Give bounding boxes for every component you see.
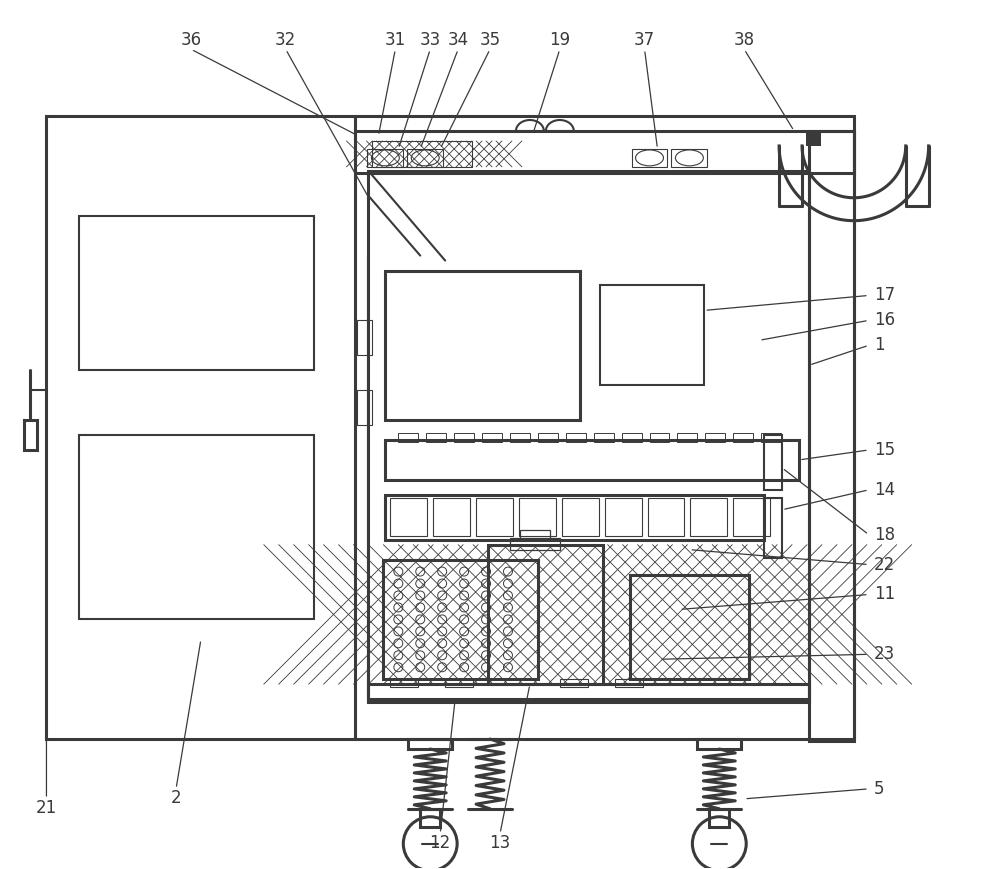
Bar [385, 440, 799, 480]
Bar [566, 433, 586, 442]
Text: 2: 2 [171, 789, 181, 806]
Bar [519, 498, 556, 535]
Text: 13: 13 [489, 833, 511, 852]
Bar [733, 433, 753, 442]
Bar [372, 141, 472, 167]
Bar [562, 498, 599, 535]
Bar [605, 498, 642, 535]
Bar [648, 498, 684, 535]
Bar [426, 433, 446, 442]
Bar [622, 433, 642, 442]
Bar [510, 538, 560, 549]
Bar [538, 433, 558, 442]
Bar [764, 435, 782, 490]
Bar [709, 809, 729, 826]
Text: 21: 21 [36, 799, 57, 817]
Bar [390, 498, 427, 535]
Text: 17: 17 [874, 287, 895, 304]
Bar [385, 270, 580, 420]
Text: 37: 37 [634, 31, 655, 50]
Bar [488, 545, 603, 684]
Text: 33: 33 [420, 31, 441, 50]
Bar [594, 433, 614, 442]
Bar [454, 433, 474, 442]
Bar [600, 286, 704, 385]
Bar [357, 321, 372, 355]
Bar [79, 435, 314, 620]
Text: 36: 36 [180, 31, 202, 50]
Bar [368, 171, 809, 700]
Bar [705, 433, 725, 442]
Bar [46, 116, 854, 739]
Bar [355, 131, 854, 173]
Bar [476, 498, 513, 535]
Text: 23: 23 [874, 646, 895, 663]
Text: 22: 22 [874, 555, 895, 574]
Bar [367, 149, 403, 167]
Bar [408, 739, 452, 749]
Bar [615, 680, 643, 687]
Text: 16: 16 [874, 311, 895, 329]
Bar [630, 574, 749, 680]
Bar [372, 141, 472, 167]
Text: 19: 19 [549, 31, 570, 50]
Bar [357, 390, 372, 425]
Bar [510, 433, 530, 442]
Bar [809, 131, 854, 741]
Bar [677, 433, 697, 442]
Text: 5: 5 [874, 779, 884, 798]
Text: 12: 12 [430, 833, 451, 852]
Bar [764, 498, 782, 558]
Bar [671, 149, 707, 167]
Bar [368, 684, 809, 702]
Text: 18: 18 [874, 526, 895, 544]
Bar [560, 680, 588, 687]
Bar [520, 530, 550, 540]
Bar [398, 433, 418, 442]
Text: 32: 32 [275, 31, 296, 50]
Bar [806, 131, 821, 146]
Bar [690, 498, 727, 535]
Bar [420, 809, 440, 826]
Bar [445, 680, 473, 687]
Bar [733, 498, 770, 535]
Bar [24, 420, 37, 450]
Text: 38: 38 [734, 31, 755, 50]
Bar [482, 433, 502, 442]
Bar [697, 739, 741, 749]
Text: 11: 11 [874, 586, 895, 603]
Text: 14: 14 [874, 481, 895, 499]
Text: 34: 34 [448, 31, 469, 50]
Bar [650, 433, 669, 442]
Bar [383, 560, 538, 680]
Bar [433, 498, 470, 535]
Text: 1: 1 [874, 336, 884, 355]
Bar [488, 545, 603, 684]
Bar [632, 149, 667, 167]
Bar [407, 149, 443, 167]
Bar [79, 216, 314, 370]
Bar [761, 433, 781, 442]
Bar [390, 680, 418, 687]
Text: 15: 15 [874, 441, 895, 459]
Bar [385, 494, 764, 540]
Text: 35: 35 [479, 31, 501, 50]
Text: 31: 31 [385, 31, 406, 50]
